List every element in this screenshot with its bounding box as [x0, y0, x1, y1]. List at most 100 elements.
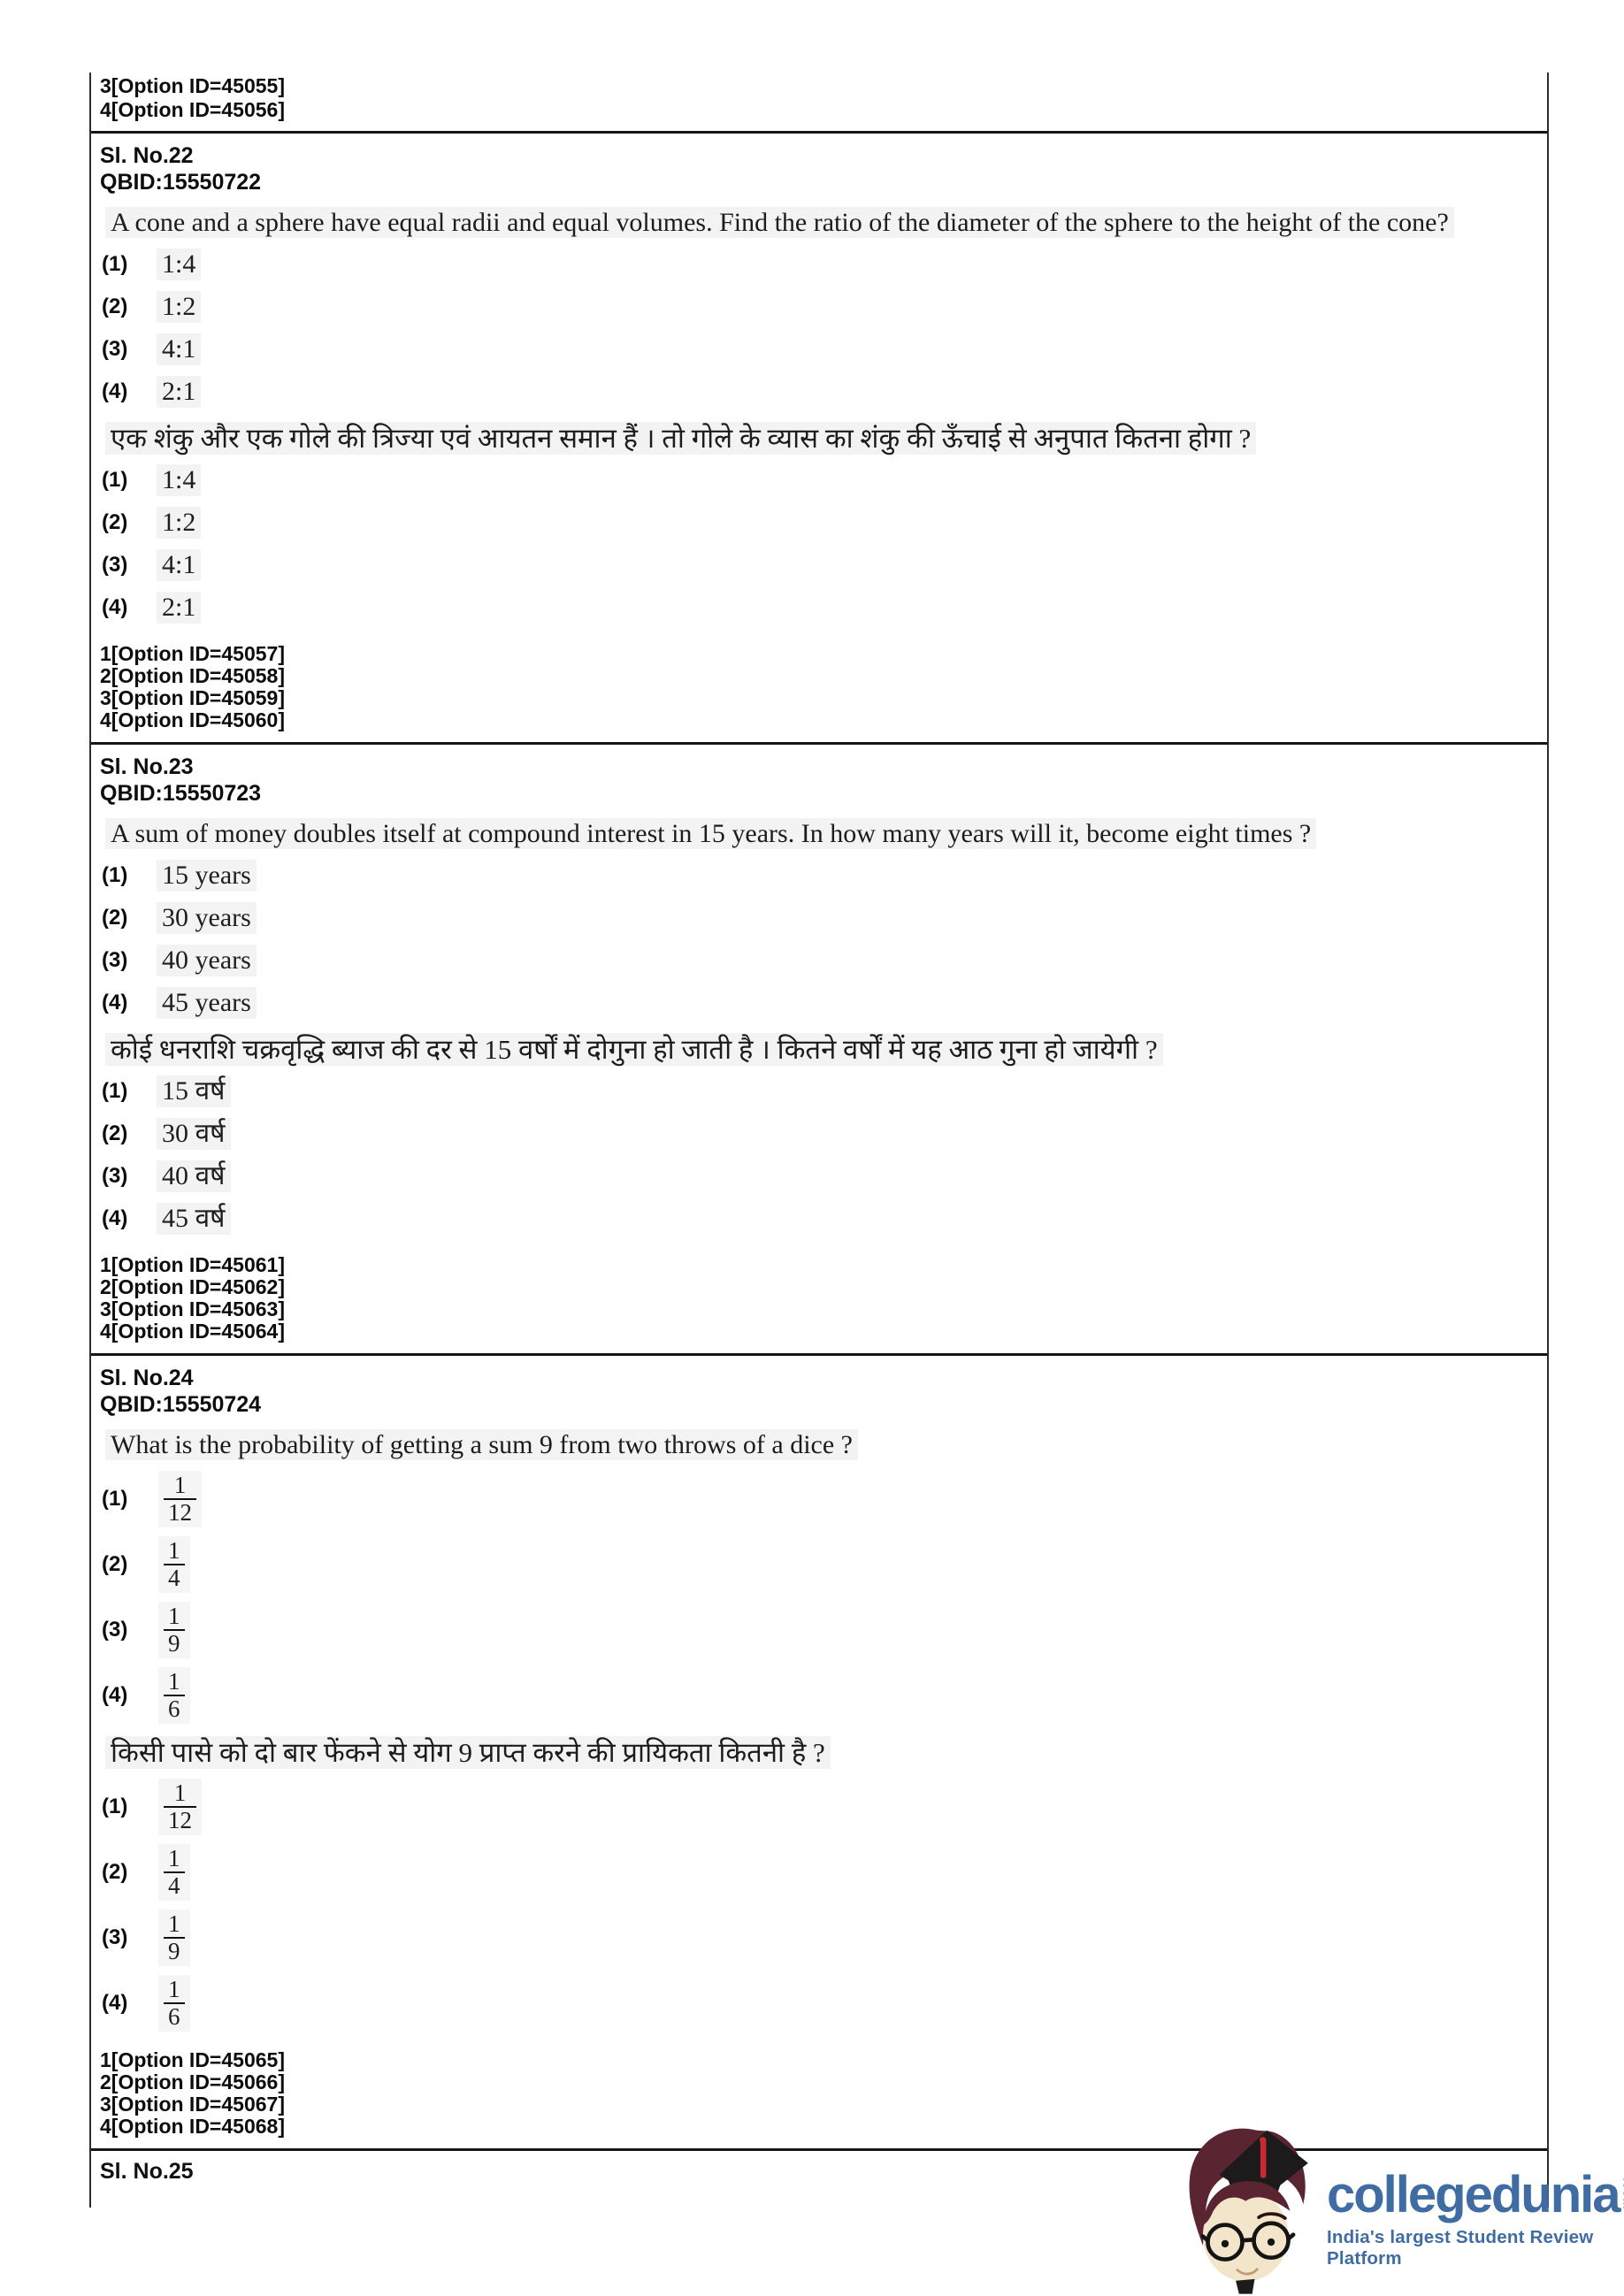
option-row: (2) 1:2 [102, 505, 1535, 540]
qbid-label: QBID:15550723 [100, 781, 262, 806]
sl-no-label: Sl. No.25 [100, 2159, 194, 2184]
option-id: 4[Option ID=45056] [100, 98, 285, 121]
option-marker: (3) [102, 337, 128, 361]
fraction-value: 1 6 [158, 1975, 190, 2032]
option-marker: (1) [102, 252, 128, 276]
option-value: 1:2 [157, 291, 202, 323]
option-row: (4) 1 6 [102, 1667, 1535, 1724]
section-divider [91, 742, 1547, 745]
question-block-24: Sl. No.24 QBID:15550724 What is the prob… [91, 1356, 1547, 2148]
question-text-hindi: किसी पासे को दो बार फेंकने से योग 9 प्रा… [105, 1736, 1535, 1770]
option-row: (4) 45 वर्ष [102, 1201, 1535, 1236]
option-marker: (4) [102, 1206, 128, 1230]
option-id: 3[Option ID=45055] [100, 74, 285, 97]
option-id-block: 1[Option ID=45061] 2[Option ID=45062] 3[… [100, 1254, 1535, 1348]
option-value: 40 वर्ष [157, 1160, 231, 1192]
option-row: (1) 1 12 [102, 1779, 1535, 1835]
option-marker: (4) [102, 595, 128, 619]
option-id: 3[Option ID=45063] [100, 1297, 285, 1320]
option-value: 2:1 [157, 376, 202, 408]
fraction-value: 1 9 [158, 1602, 190, 1658]
option-value: 1:4 [157, 464, 202, 496]
sl-no-label: Sl. No.22 [100, 143, 194, 168]
option-id: 2[Option ID=45062] [100, 1275, 285, 1298]
logo-text-block: collegedunia .com India's largest Studen… [1327, 2119, 1624, 2269]
qbid-label: QBID:15550722 [100, 170, 262, 195]
option-marker: (4) [102, 1683, 128, 1707]
option-row: (1) 1:4 [102, 463, 1535, 498]
option-row: (2) 1 4 [102, 1536, 1535, 1593]
option-value: 45 years [157, 987, 257, 1019]
option-id: 2[Option ID=45058] [100, 664, 285, 687]
option-id: 1[Option ID=45065] [100, 2048, 285, 2071]
fraction-value: 1 4 [158, 1844, 190, 1901]
option-value: 30 वर्ष [157, 1118, 231, 1150]
option-marker: (4) [102, 991, 128, 1014]
option-value: 4:1 [157, 549, 202, 581]
fraction-value: 1 9 [158, 1910, 190, 1966]
option-id: 3[Option ID=45067] [100, 2093, 285, 2116]
option-id: 4[Option ID=45068] [100, 2115, 285, 2138]
option-marker: (4) [102, 1991, 128, 2015]
option-marker: (1) [102, 1079, 128, 1103]
option-id: 2[Option ID=45066] [100, 2070, 285, 2093]
graduate-boy-mascot-icon [1189, 2128, 1308, 2294]
sl-no-label: Sl. No.24 [100, 1366, 194, 1390]
option-marker: (3) [102, 1925, 128, 1949]
option-marker: (3) [102, 553, 128, 577]
option-value: 1:2 [157, 507, 202, 539]
option-row: (3) 1 9 [102, 1910, 1535, 1966]
option-marker: (2) [102, 1121, 128, 1145]
section-divider [91, 2148, 1547, 2151]
option-row: (4) 2:1 [102, 374, 1535, 409]
section-divider [91, 131, 1547, 134]
option-row: (1) 1:4 [102, 247, 1535, 282]
option-row: (2) 30 वर्ष [102, 1116, 1535, 1152]
option-id: 1[Option ID=45061] [100, 1253, 285, 1276]
option-value: 4:1 [157, 333, 202, 365]
option-value: 30 years [157, 902, 257, 934]
option-marker: (3) [102, 1618, 128, 1642]
option-row: (2) 30 years [102, 900, 1535, 936]
option-row: (4) 45 years [102, 985, 1535, 1021]
brand-name: collegedunia [1327, 2166, 1621, 2223]
fraction-value: 1 12 [158, 1779, 202, 1835]
option-marker: (2) [102, 1552, 128, 1576]
option-value: 40 years [157, 945, 257, 976]
fraction-value: 1 6 [158, 1667, 190, 1724]
option-row: (4) 2:1 [102, 590, 1535, 625]
option-marker: (1) [102, 863, 128, 887]
question-block-22: Sl. No.22 QBID:15550722 A cone and a sph… [91, 134, 1547, 742]
option-marker: (2) [102, 1860, 128, 1884]
option-row: (3) 4:1 [102, 332, 1535, 367]
brand-tld: .com [1620, 2177, 1624, 2210]
option-marker: (1) [102, 468, 128, 492]
qbid-label: QBID:15550724 [100, 1392, 262, 1417]
fraction-value: 1 12 [158, 1471, 202, 1527]
option-row: (1) 15 years [102, 858, 1535, 893]
option-marker: (2) [102, 906, 128, 930]
option-row: (4) 1 6 [102, 1975, 1535, 2032]
option-id: 4[Option ID=45060] [100, 708, 285, 731]
option-row: (3) 1 9 [102, 1602, 1535, 1658]
question-text-english: A sum of money doubles itself at compoun… [105, 817, 1535, 851]
option-marker: (1) [102, 1487, 128, 1511]
collegedunia-logo: collegedunia .com India's largest Studen… [1178, 2119, 1624, 2296]
question-block-23: Sl. No.23 QBID:15550723 A sum of money d… [91, 745, 1547, 1353]
option-row: (2) 1 4 [102, 1844, 1535, 1901]
option-row: (3) 4:1 [102, 547, 1535, 583]
option-value: 1:4 [157, 249, 202, 280]
option-marker: (2) [102, 295, 128, 318]
question-text-english: A cone and a sphere have equal radii and… [105, 206, 1535, 240]
option-row: (3) 40 वर्ष [102, 1159, 1535, 1194]
question-text-hindi: कोई धनराशि चक्रवृद्धि ब्याज की दर से 15 … [105, 1033, 1535, 1067]
option-value: 15 वर्ष [157, 1075, 231, 1107]
option-value: 45 वर्ष [157, 1203, 231, 1235]
option-id: 1[Option ID=45057] [100, 642, 285, 665]
option-id-block: 1[Option ID=45065] 2[Option ID=45066] 3[… [100, 2049, 1535, 2143]
option-id: 3[Option ID=45059] [100, 686, 285, 709]
question-paper-table: 3[Option ID=45055] 4[Option ID=45056] Sl… [89, 73, 1549, 2208]
sl-no-label: Sl. No.23 [100, 754, 194, 779]
option-row: (1) 15 वर्ष [102, 1074, 1535, 1109]
question-text-hindi: एक शंकु और एक गोले की त्रिज्या एवं आयतन … [105, 422, 1535, 455]
